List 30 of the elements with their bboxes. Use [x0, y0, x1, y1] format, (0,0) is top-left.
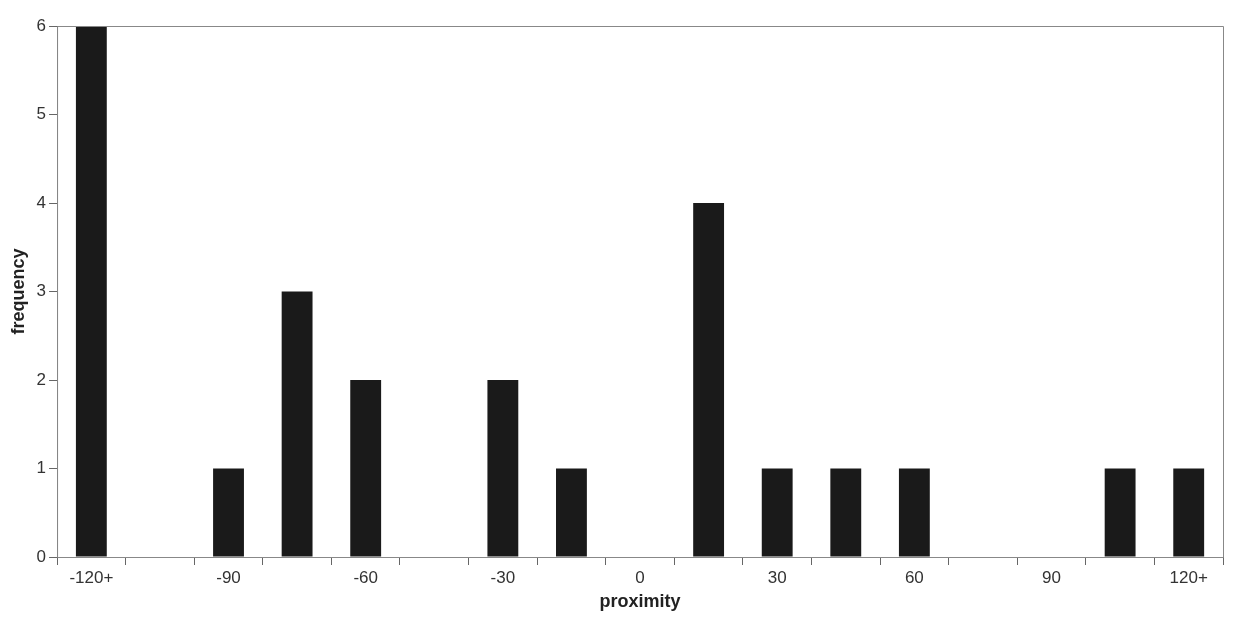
bar [487, 380, 519, 557]
x-tick-label: 60 [904, 567, 924, 587]
bar [1104, 468, 1136, 557]
y-tick-label: 0 [36, 546, 47, 566]
y-tick-label: 6 [36, 15, 47, 35]
x-tick-label: 120+ [1169, 567, 1208, 587]
bar [761, 468, 793, 557]
bar [830, 468, 862, 557]
bar [213, 468, 244, 557]
x-tick-label: 0 [635, 567, 645, 587]
y-tick-label: 3 [36, 281, 47, 301]
x-axis-title: proximity [599, 591, 681, 612]
bar [898, 468, 930, 557]
bar [281, 291, 313, 557]
x-tick-label: -60 [353, 567, 378, 587]
y-tick-label: 1 [36, 458, 47, 478]
x-tick-label: -90 [216, 567, 241, 587]
bar [556, 468, 587, 557]
x-tick-label: 30 [767, 567, 787, 587]
bar [1173, 468, 1205, 557]
y-tick-label: 4 [36, 192, 47, 212]
bar [350, 380, 382, 557]
x-tick-label: 90 [1042, 567, 1061, 587]
bar [75, 26, 107, 557]
y-tick-label: 5 [36, 104, 47, 124]
bar [693, 203, 725, 557]
y-tick-label: 2 [36, 369, 47, 389]
y-axis-title: frequency [7, 248, 28, 335]
x-tick-label: -30 [490, 567, 516, 587]
x-tick-label: -120+ [69, 567, 114, 587]
